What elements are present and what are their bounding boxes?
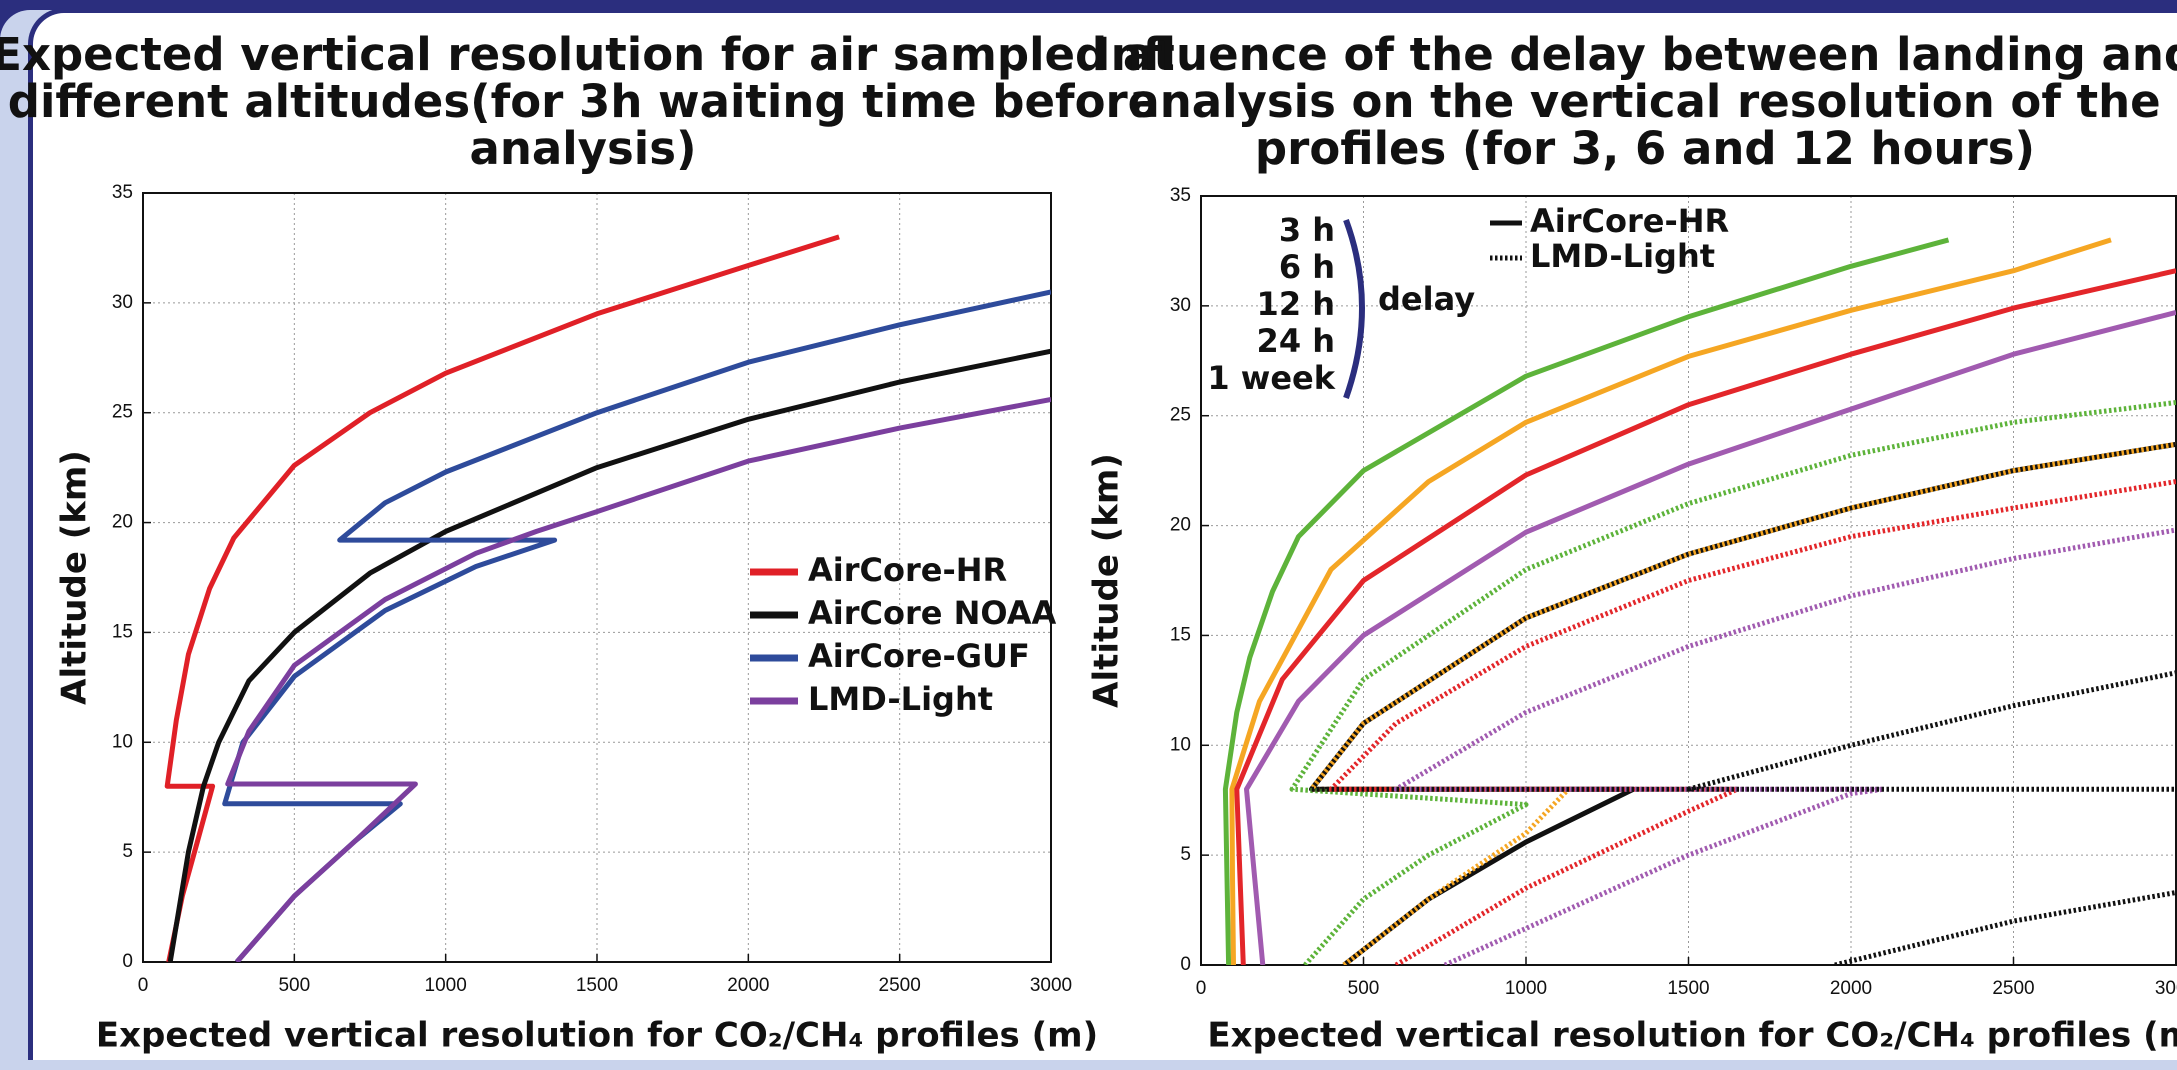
y-tick-label: 25	[1170, 405, 1191, 426]
x-tick-label: 500	[278, 975, 310, 996]
y-tick-label: 5	[1180, 844, 1191, 865]
x-tick-label: 1000	[425, 975, 467, 996]
y-tick-label: 0	[122, 951, 133, 972]
chart-title: analysis on the vertical resolution of t…	[1129, 75, 2160, 128]
x-tick-label: 3000	[1030, 975, 1072, 996]
y-tick-label: 20	[1170, 515, 1191, 536]
x-tick-label: 1000	[1505, 978, 1547, 999]
series-line	[1222, 237, 1950, 965]
x-tick-label: 0	[1196, 978, 1207, 999]
y-tick-label: 35	[1170, 185, 1191, 206]
y-tick-label: 15	[112, 621, 133, 642]
series-line	[164, 234, 840, 962]
plot-frame	[1200, 195, 2177, 966]
legend-label: LMD-Light	[808, 680, 993, 718]
chart-title: analysis)	[469, 122, 696, 175]
series-line	[1687, 670, 2176, 792]
x-tick-label: 0	[138, 975, 149, 996]
legend-label: AirCore-GUF	[808, 637, 1030, 675]
y-tick-label: 30	[112, 292, 133, 313]
y-tick-label: 30	[1170, 295, 1191, 316]
x-tick-label: 2500	[1992, 978, 2034, 999]
y-tick-label: 5	[122, 841, 133, 862]
x-axis-label: Expected vertical resolution for CO₂/CH₄…	[1207, 1016, 2177, 1056]
chart-title: Expected vertical resolution for air sam…	[0, 28, 1175, 81]
plot-frame	[142, 192, 1052, 963]
x-tick-label: 2000	[727, 975, 769, 996]
delay-legend-label: 6 h	[1279, 248, 1335, 286]
style-legend-label: AirCore-HR	[1530, 202, 1729, 240]
legend-label: AirCore NOAA	[808, 594, 1057, 632]
y-tick-label: 35	[112, 182, 133, 203]
chart-title: Influence of the delay between landing a…	[1094, 28, 2177, 81]
series-line	[225, 397, 1051, 962]
y-tick-label: 10	[112, 731, 133, 752]
delay-bracket	[1343, 218, 1365, 399]
y-tick-label: 25	[112, 402, 133, 423]
y-tick-label: 15	[1170, 624, 1191, 645]
panel	[28, 8, 2177, 1060]
delay-legend-label: 3 h	[1279, 211, 1335, 249]
x-tick-label: 2000	[1830, 978, 1872, 999]
series-line	[222, 289, 1051, 962]
delay-legend-title: delay	[1378, 280, 1475, 318]
series-line	[1234, 268, 2176, 965]
y-tick-label: 20	[112, 512, 133, 533]
x-tick-label: 1500	[1667, 978, 1709, 999]
x-tick-label: 500	[1348, 978, 1380, 999]
series-line	[1834, 890, 2176, 965]
x-tick-label: 2500	[879, 975, 921, 996]
style-legend-label: LMD-Light	[1530, 237, 1715, 275]
series-line	[1309, 441, 2176, 965]
series-line	[1393, 527, 2176, 965]
y-tick-label: 0	[1180, 954, 1191, 975]
legend-label: AirCore-HR	[808, 551, 1007, 589]
y-axis-label: Altitude (km)	[55, 450, 95, 705]
delay-legend-label: 1 week	[1207, 359, 1335, 397]
series-line	[167, 348, 1051, 962]
chart-title: profiles (for 3, 6 and 12 hours)	[1255, 122, 2035, 175]
series-line	[1328, 479, 2176, 965]
x-axis-label: Expected vertical resolution for CO₂/CH₄…	[96, 1016, 1098, 1056]
series-line	[1229, 237, 2112, 965]
chart-title: different altitudes(for 3h waiting time …	[8, 75, 1158, 128]
series-line	[1244, 309, 2176, 965]
delay-legend-label: 24 h	[1257, 322, 1335, 360]
series-line	[1289, 400, 2176, 965]
y-axis-label: Altitude (km)	[1087, 453, 1127, 708]
x-tick-label: 3000	[2155, 978, 2177, 999]
y-tick-label: 10	[1170, 734, 1191, 755]
x-tick-label: 1500	[576, 975, 618, 996]
series-line	[1309, 441, 2176, 965]
delay-legend-label: 12 h	[1257, 285, 1335, 323]
